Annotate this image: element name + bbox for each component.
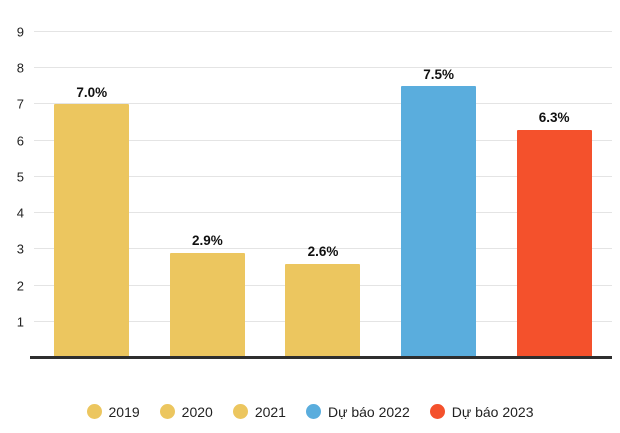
legend-label: Dự báo 2022	[327, 403, 410, 420]
y-tick-label: 7	[16, 96, 24, 112]
legend-label: 2019	[108, 403, 140, 420]
legend-label: Dự báo 2023	[451, 403, 534, 420]
legend-item: 2020	[159, 403, 213, 420]
bar-group-Dự báo 2022: 7.5%	[381, 32, 497, 358]
bar	[169, 252, 245, 358]
legend-label: 2020	[181, 403, 213, 420]
legend-dot-icon	[429, 404, 445, 419]
y-tick-label: 1	[16, 314, 24, 330]
bar	[516, 129, 592, 358]
bar-group-2019: 7.0%	[34, 32, 150, 358]
y-axis: 1 2 3 4 5 6 7 8 9	[0, 26, 28, 358]
bar-value-label: 6.3%	[538, 110, 570, 126]
legend-item: 2019	[86, 403, 140, 420]
legend-dot-icon	[86, 404, 102, 419]
legend-dot-icon	[159, 404, 175, 419]
bar-group-2020: 2.9%	[150, 32, 266, 358]
y-tick-label: 6	[16, 133, 24, 149]
x-axis-line	[30, 356, 612, 359]
gridline	[34, 103, 612, 105]
y-tick-label: 8	[16, 60, 24, 76]
legend-item: Dự báo 2022	[305, 403, 410, 420]
gridline	[34, 31, 612, 32]
legend-item: 2021	[232, 403, 286, 420]
bar-value-label: 2.9%	[192, 233, 223, 249]
legend-item: Dự báo 2023	[429, 403, 534, 420]
legend-label: 2021	[254, 403, 286, 420]
bar-value-label: 7.0%	[76, 84, 108, 100]
gridline	[34, 175, 612, 177]
y-tick-label: 9	[16, 24, 24, 40]
gridline	[34, 139, 612, 141]
bar-group-2021: 2.6%	[265, 32, 381, 358]
y-tick-label: 2	[16, 278, 24, 294]
gridline	[34, 212, 612, 214]
plot-area: 7.0% 2.9% 2.6% 7.5% 6.3%	[30, 31, 612, 359]
bar	[401, 86, 477, 358]
y-tick-label: 5	[16, 169, 24, 185]
bar	[54, 104, 130, 358]
legend-dot-icon	[232, 404, 248, 419]
bars: 7.0% 2.9% 2.6% 7.5% 6.3%	[34, 32, 612, 358]
bar-group-Dự báo 2023: 6.3%	[496, 32, 612, 358]
bar-value-label: 2.6%	[307, 244, 339, 260]
gridline	[34, 248, 612, 250]
bar-value-label: 7.5%	[423, 66, 454, 82]
legend-dot-icon	[305, 404, 321, 419]
legend: 2019 2020 2021 Dự báo 2022 Dự báo 2023	[0, 404, 620, 419]
gridline	[34, 67, 612, 69]
bar	[285, 263, 361, 358]
y-tick-label: 4	[16, 205, 24, 221]
y-tick-label: 3	[16, 241, 24, 257]
